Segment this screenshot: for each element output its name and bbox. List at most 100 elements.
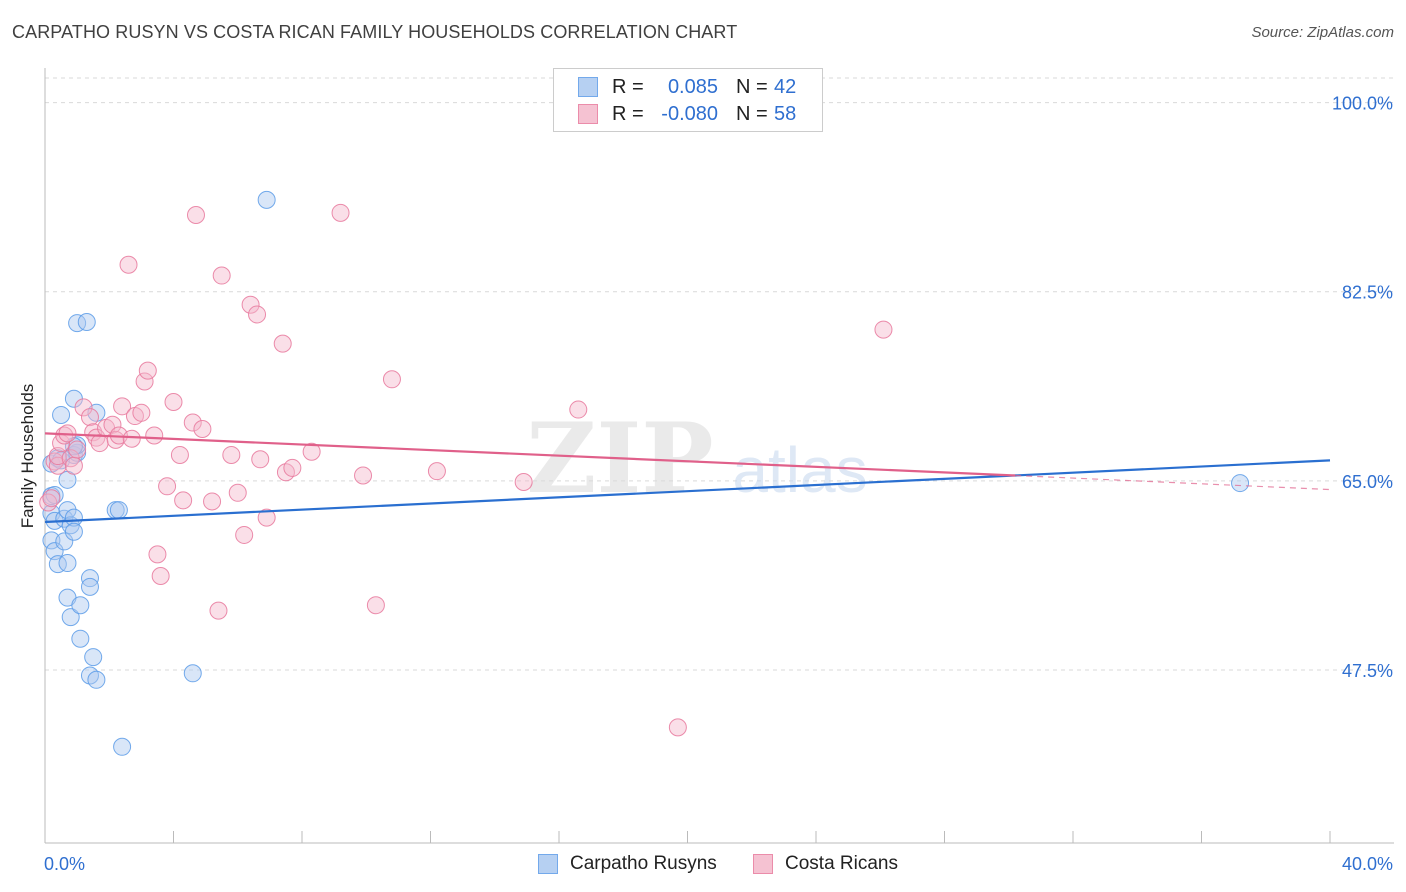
costa-rican-point bbox=[302, 442, 321, 461]
trend-layer bbox=[44, 432, 1331, 524]
costa-rican-point bbox=[164, 392, 183, 411]
carpatho-trend-line bbox=[44, 459, 1331, 524]
costa-rican-point bbox=[138, 361, 157, 380]
costa-rican-trend-line bbox=[44, 432, 1016, 477]
carpatho-point bbox=[45, 485, 64, 504]
legend-n-value: 42 bbox=[774, 76, 797, 98]
y-tick-label: 65.0% bbox=[1342, 472, 1393, 492]
costa-rican-point bbox=[113, 397, 132, 416]
costa-rican-point bbox=[354, 466, 373, 485]
legend-n-label: N = bbox=[736, 76, 768, 98]
carpatho-point bbox=[42, 531, 61, 550]
stats-legend: R = 0.085 N = 42 R = -0.080 N = 58 bbox=[553, 68, 823, 132]
carpatho-point bbox=[68, 314, 87, 333]
costa-rican-point bbox=[212, 266, 231, 285]
costa-rican-point bbox=[135, 372, 154, 391]
labels-layer: 47.5% 65.0% 82.5% 100.0% 0.0% 40.0% bbox=[44, 94, 1393, 874]
chart-source: Source: ZipAtlas.com bbox=[1251, 24, 1394, 41]
carpatho-point bbox=[55, 532, 74, 551]
costa-rican-point bbox=[42, 489, 61, 508]
carpatho-point bbox=[71, 596, 90, 615]
costa-rican-point bbox=[283, 458, 302, 477]
x-tick-label-max: 40.0% bbox=[1342, 854, 1393, 874]
carpatho-point bbox=[48, 555, 67, 574]
carpatho-point bbox=[80, 577, 99, 596]
costa-rican-point bbox=[122, 429, 141, 448]
legend-n-label: N = bbox=[736, 103, 768, 125]
costa-rican-point bbox=[151, 567, 170, 586]
costa-rican-point bbox=[248, 305, 267, 324]
costa-rican-point bbox=[148, 545, 167, 564]
carpatho-point bbox=[257, 190, 276, 209]
y-tick-label: 47.5% bbox=[1342, 661, 1393, 681]
costa-rican-point bbox=[331, 203, 350, 222]
carpatho-point bbox=[58, 554, 77, 573]
x-tick-label-min: 0.0% bbox=[44, 854, 85, 874]
carpatho-point bbox=[52, 405, 71, 424]
carpatho-point bbox=[64, 508, 83, 527]
costa-rican-point bbox=[74, 398, 93, 417]
legend-r-value: -0.080 bbox=[661, 103, 718, 125]
costa-rican-point bbox=[87, 428, 106, 447]
series-swatch-carpatho bbox=[538, 854, 558, 874]
carpatho-point bbox=[71, 629, 90, 648]
costa-rican-point bbox=[145, 426, 164, 445]
carpatho-point bbox=[64, 522, 83, 541]
legend-r-label: R = bbox=[612, 103, 644, 125]
costa-rican-point bbox=[668, 718, 687, 737]
costa-rican-point bbox=[119, 255, 138, 274]
carpatho-point bbox=[58, 501, 77, 520]
legend-swatch-costa-rican bbox=[578, 104, 598, 124]
chart-title: CARPATHO RUSYN VS COSTA RICAN FAMILY HOU… bbox=[12, 22, 738, 42]
series-label-costa-rican: Costa Ricans bbox=[785, 853, 898, 874]
costa-rican-point bbox=[103, 415, 122, 434]
costa-rican-point bbox=[382, 370, 401, 389]
legend-swatch-carpatho bbox=[578, 77, 598, 97]
costa-rican-point bbox=[235, 525, 254, 544]
costa-rican-point bbox=[273, 334, 292, 353]
legend-r-label: R = bbox=[612, 76, 644, 98]
carpatho-point bbox=[61, 608, 80, 627]
carpatho-point bbox=[1231, 474, 1250, 493]
legend-r-value: 0.085 bbox=[667, 76, 718, 98]
carpatho-point bbox=[87, 670, 106, 689]
costa-rican-point bbox=[222, 445, 241, 464]
costa-rican-point bbox=[158, 477, 177, 496]
carpatho-point bbox=[183, 664, 202, 683]
costa-rican-point bbox=[80, 408, 99, 427]
costa-rican-trend-extension bbox=[1015, 474, 1331, 491]
watermark-atlas: atlas bbox=[732, 434, 867, 506]
grid-layer bbox=[45, 77, 1394, 671]
costa-rican-point bbox=[174, 491, 193, 510]
series-swatch-costa-rican bbox=[753, 854, 773, 874]
costa-rican-point bbox=[170, 445, 189, 464]
carpatho-point bbox=[113, 737, 132, 756]
costa-rican-point bbox=[209, 601, 228, 620]
axes-layer bbox=[44, 68, 1394, 844]
costa-rican-point bbox=[64, 456, 83, 475]
costa-rican-point bbox=[514, 472, 533, 491]
costa-rican-point bbox=[193, 420, 212, 439]
points-layer bbox=[39, 190, 1250, 756]
costa-rican-point bbox=[228, 483, 247, 502]
costa-rican-point bbox=[203, 492, 222, 511]
costa-rican-point bbox=[569, 400, 588, 419]
legend-n-value: 58 bbox=[774, 103, 797, 125]
costa-rican-point bbox=[874, 320, 893, 339]
costa-rican-point bbox=[68, 440, 87, 459]
costa-rican-point bbox=[90, 434, 109, 453]
costa-rican-point bbox=[132, 403, 151, 422]
y-tick-label: 82.5% bbox=[1342, 283, 1393, 303]
y-tick-label: 100.0% bbox=[1332, 94, 1393, 114]
costa-rican-point bbox=[251, 450, 270, 469]
costa-rican-point bbox=[186, 206, 205, 225]
carpatho-point bbox=[109, 501, 128, 520]
costa-rican-point bbox=[257, 508, 276, 527]
costa-rican-point bbox=[427, 462, 446, 481]
carpatho-point bbox=[77, 313, 96, 332]
series-label-carpatho: Carpatho Rusyns bbox=[570, 853, 717, 874]
carpatho-point bbox=[84, 648, 103, 667]
costa-rican-point bbox=[366, 596, 385, 615]
costa-rican-point bbox=[241, 295, 260, 314]
